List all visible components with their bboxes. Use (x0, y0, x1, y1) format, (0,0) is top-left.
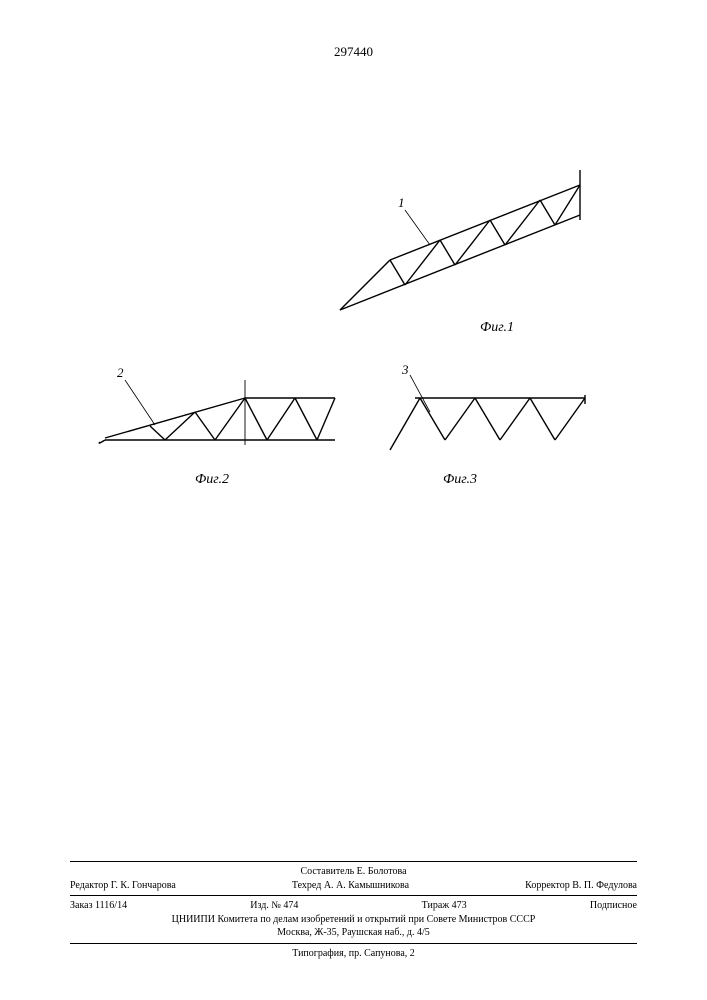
footer-printer: Типография, пр. Сапунова, 2 (70, 947, 637, 961)
footer: Составитель Е. Болотова Редактор Г. К. Г… (70, 858, 637, 960)
footer-corrector: Корректор В. П. Федулова (525, 879, 637, 893)
footer-compiler: Составитель Е. Болотова (70, 865, 637, 879)
footer-podpisnoe: Подписное (590, 899, 637, 913)
figure-1: 1 (330, 160, 610, 330)
footer-editor: Редактор Г. К. Гончарова (70, 879, 176, 893)
figure-3: 3 (375, 370, 595, 465)
footer-tehred: Техред А. А. Камышникова (292, 879, 409, 893)
figure-3-callout: 3 (402, 362, 409, 378)
footer-rule-1 (70, 861, 637, 862)
footer-address: Москва, Ж-35, Раушская наб., д. 4/5 (70, 926, 637, 940)
figure-1-caption: Фиг.1 (480, 320, 514, 336)
footer-tirazh: Тираж 473 (422, 899, 467, 913)
figure-3-svg (375, 370, 595, 465)
figure-2-svg (95, 370, 345, 465)
page-number: 297440 (334, 44, 373, 60)
figure-2-callout: 2 (117, 365, 124, 381)
footer-izd: Изд. № 474 (250, 899, 298, 913)
footer-rule-3 (70, 943, 637, 944)
figure-2: 2 (95, 370, 345, 465)
footer-org: ЦНИИПИ Комитета по делам изобретений и о… (70, 913, 637, 927)
footer-credits-row: Редактор Г. К. Гончарова Техред А. А. Ка… (70, 879, 637, 893)
footer-order: Заказ 1116/14 (70, 899, 127, 913)
footer-rule-2 (70, 895, 637, 896)
figure-1-svg (330, 160, 610, 330)
figure-2-caption: Фиг.2 (195, 472, 229, 488)
footer-pubinfo-row: Заказ 1116/14 Изд. № 474 Тираж 473 Подпи… (70, 899, 637, 913)
figure-1-callout: 1 (398, 195, 405, 211)
figure-3-caption: Фиг.3 (443, 472, 477, 488)
